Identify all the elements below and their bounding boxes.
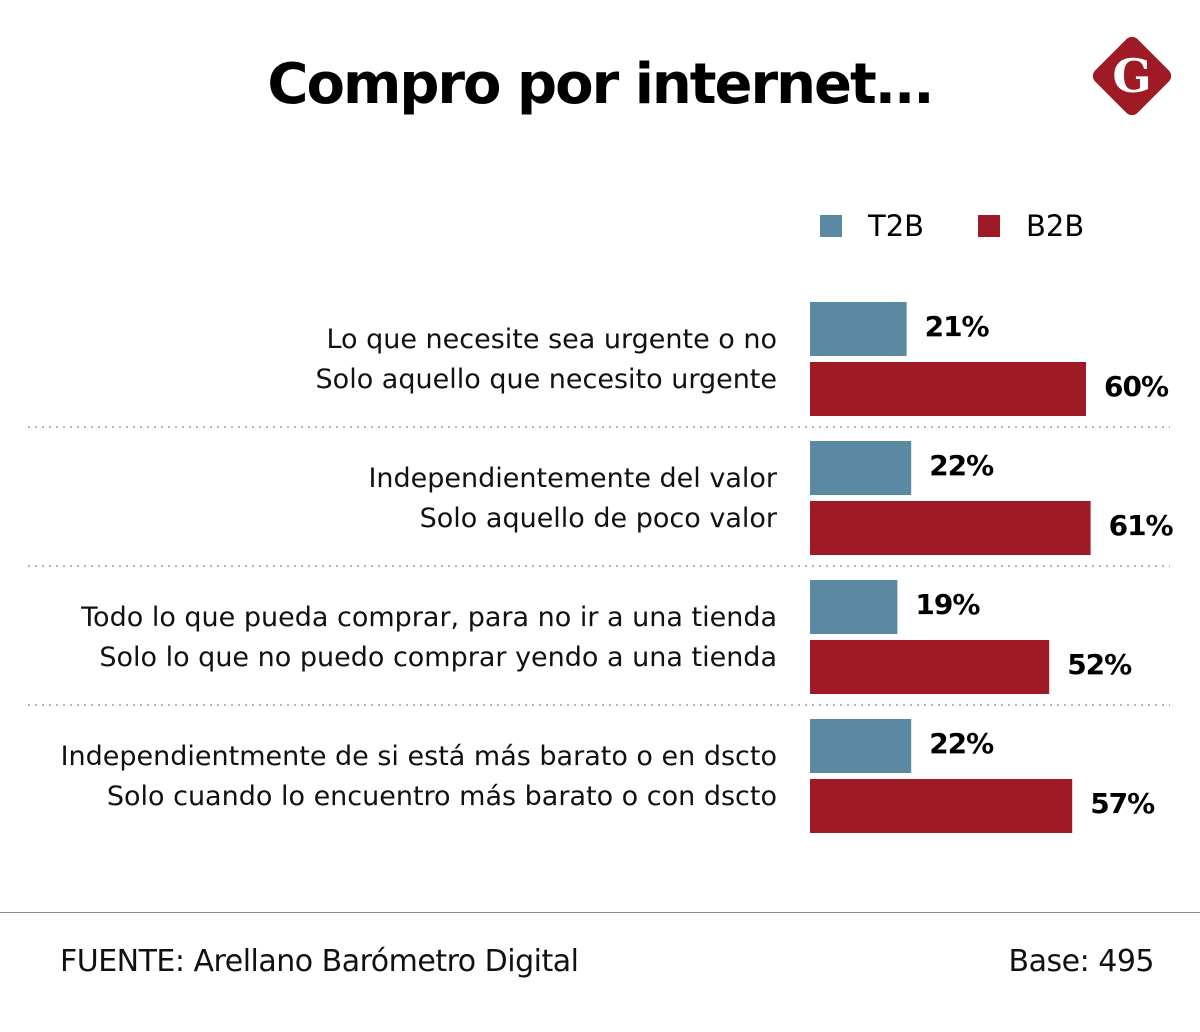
category-label-b2b: Solo cuando lo encuentro más barato o co… (107, 781, 777, 812)
bar-t2b (810, 302, 907, 356)
legend-item-t2b: T2B (820, 208, 924, 244)
bar-b2b (810, 779, 1073, 833)
value-label-t2b: 19% (915, 588, 980, 621)
category-label-t2b: Independientemente del valor (368, 463, 777, 494)
source-note: FUENTE: Arellano Barómetro Digital (60, 944, 579, 979)
bar-t2b (810, 580, 898, 634)
category-label-t2b: Lo que necesite sea urgente o no (326, 324, 777, 355)
logo-letter: G (1112, 49, 1151, 103)
bar-t2b (810, 719, 912, 773)
bar-b2b (810, 501, 1091, 555)
chart-title: Compro por internet... (267, 52, 934, 117)
category-label-b2b: Solo lo que no puedo comprar yendo a una… (99, 642, 777, 673)
footer-divider (0, 912, 1200, 913)
legend-swatch-t2b (820, 215, 842, 237)
legend-item-b2b: B2B (978, 208, 1084, 244)
value-label-b2b: 61% (1109, 509, 1174, 542)
category-label-t2b: Independientmente de si está más barato … (61, 741, 777, 772)
value-label-t2b: 22% (929, 727, 994, 760)
value-label-b2b: 57% (1090, 787, 1155, 820)
category-label-b2b: Solo aquello que necesito urgente (316, 364, 777, 395)
base-note: Base: 495 (1008, 944, 1155, 979)
legend-label-t2b: T2B (868, 209, 925, 243)
value-label-t2b: 22% (929, 449, 994, 482)
logo-diamond (1092, 36, 1172, 116)
bar-b2b (810, 640, 1050, 694)
legend-swatch-b2b (978, 215, 1000, 237)
value-label-b2b: 52% (1067, 648, 1132, 681)
category-label-t2b: Todo lo que pueda comprar, para no ir a … (80, 602, 777, 633)
bar-t2b (810, 441, 912, 495)
category-label-b2b: Solo aquello de poco valor (420, 503, 778, 534)
gestion-logo-icon: G (1092, 36, 1172, 116)
value-label-t2b: 21% (925, 310, 990, 343)
legend-label-b2b: B2B (1026, 209, 1085, 243)
bar-chart: Lo que necesite sea urgente o no Solo aqu… (28, 302, 1175, 833)
value-label-b2b: 60% (1104, 370, 1169, 403)
bar-b2b (810, 362, 1086, 416)
